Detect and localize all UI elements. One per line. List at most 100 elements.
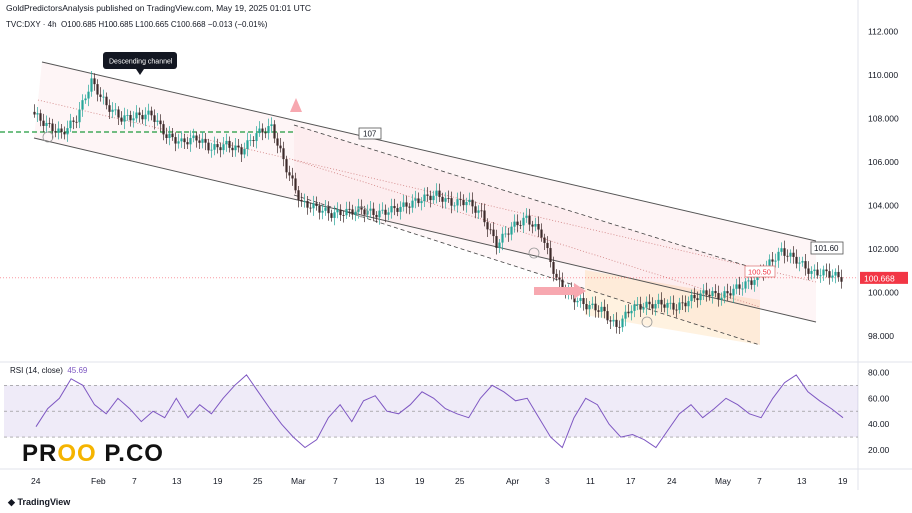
rsi-axis-label: 60.00 xyxy=(868,393,890,403)
rsi-label[interactable]: RSI (14, close) xyxy=(10,366,63,375)
inner-channel-mid xyxy=(293,159,761,308)
candle-body xyxy=(510,226,513,235)
candle-body xyxy=(561,279,564,289)
candle-body xyxy=(177,141,180,144)
candle-body xyxy=(288,172,291,176)
channel-fill xyxy=(34,62,816,322)
price-axis-label: 100.000 xyxy=(868,287,899,297)
level-100-50-box xyxy=(744,265,776,278)
candle-body xyxy=(354,211,357,215)
candle-body xyxy=(585,304,588,310)
candle-body xyxy=(597,310,600,312)
candle-body xyxy=(693,295,696,299)
candle-body xyxy=(45,122,48,126)
pivot-circle xyxy=(641,316,653,328)
candle-body xyxy=(732,288,735,296)
logo-mid: OO xyxy=(57,440,97,467)
candle-body xyxy=(723,291,726,298)
candle-body xyxy=(714,291,717,294)
candle-body xyxy=(60,128,63,133)
candle-body xyxy=(795,256,798,264)
channel-lower-line xyxy=(33,137,817,323)
candle-body xyxy=(258,128,261,134)
candle-body xyxy=(744,281,747,289)
candle-body xyxy=(837,271,840,278)
candle-body xyxy=(336,209,339,213)
candle-body xyxy=(192,135,195,139)
candle-body xyxy=(600,306,603,312)
candle-body xyxy=(618,326,621,328)
candle-body xyxy=(447,198,450,199)
time-axis-label: 24 xyxy=(667,476,677,486)
logo-right: P.CO xyxy=(104,440,164,467)
candle-body xyxy=(819,275,822,277)
candle-body xyxy=(753,280,756,285)
candle-body xyxy=(786,255,789,257)
channel-upper-line xyxy=(41,61,817,242)
candle-body xyxy=(291,175,294,179)
candle-body xyxy=(363,209,366,215)
candle-body xyxy=(225,140,228,145)
candle-body xyxy=(195,135,198,141)
candle-body xyxy=(828,271,831,278)
candle-body xyxy=(834,271,837,276)
candle-body xyxy=(105,96,108,106)
symbol-ohlc: O100.685 H100.685 L100.665 C100.668 −0.0… xyxy=(61,20,268,29)
candle-body xyxy=(546,242,549,249)
candle-body xyxy=(198,140,201,143)
candle-body xyxy=(537,224,540,230)
rsi-legend[interactable]: RSI (14, close) 45.69 xyxy=(10,366,87,375)
candle-body xyxy=(534,224,537,227)
candle-body xyxy=(237,145,240,148)
rsi-value: 45.69 xyxy=(67,366,88,375)
candle-body xyxy=(741,288,744,290)
candle-body xyxy=(720,297,723,300)
candle-body xyxy=(645,301,648,308)
candle-body xyxy=(684,302,687,307)
candle-body xyxy=(609,320,612,322)
candle-body xyxy=(369,208,372,211)
candle-body xyxy=(624,311,627,319)
candle-body xyxy=(615,319,618,327)
candle-body xyxy=(183,138,186,143)
candle-body xyxy=(423,194,426,202)
symbol-legend[interactable]: TVC:DXY · 4h O100.685 H100.685 L100.665 … xyxy=(6,20,267,29)
candle-body xyxy=(66,128,69,135)
candle-body xyxy=(579,298,582,301)
candle-body xyxy=(318,205,321,213)
symbol-ticker[interactable]: TVC:DXY · 4h xyxy=(6,20,57,29)
pivot-circle xyxy=(42,131,54,143)
candle-body xyxy=(690,295,693,302)
candle-body xyxy=(150,110,153,116)
candle-body xyxy=(102,96,105,98)
candle-body xyxy=(189,138,192,145)
candle-body xyxy=(270,124,273,127)
candle-body xyxy=(513,221,516,227)
tradingview-footer[interactable]: ◆ TradingView xyxy=(8,497,70,508)
candle-body xyxy=(324,207,327,211)
pivot-circle xyxy=(528,247,540,259)
candle-body xyxy=(666,302,669,308)
candle-body xyxy=(378,210,381,218)
candle-body xyxy=(123,115,126,122)
candle-body xyxy=(306,200,309,208)
candle-body xyxy=(729,293,732,296)
candle-body xyxy=(675,309,678,311)
candle-body xyxy=(639,304,642,310)
candle-body xyxy=(348,208,351,210)
candle-body xyxy=(531,224,534,227)
candle-body xyxy=(831,275,834,278)
candle-body xyxy=(807,268,810,274)
candle-body xyxy=(207,142,210,151)
candle-body xyxy=(435,190,438,196)
candle-body xyxy=(228,140,231,148)
candle-body xyxy=(621,318,624,328)
candle-body xyxy=(141,115,144,120)
candle-body xyxy=(405,202,408,207)
candle-body xyxy=(201,139,204,143)
level-101-60-label: 101.60 xyxy=(814,244,839,253)
candle-body xyxy=(660,299,663,305)
candle-body xyxy=(483,210,486,223)
candle-body xyxy=(636,304,639,305)
